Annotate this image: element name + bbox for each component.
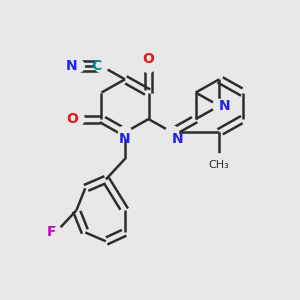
Text: CH₃: CH₃: [209, 160, 230, 170]
Text: F: F: [46, 225, 56, 239]
Text: C: C: [91, 59, 101, 73]
Text: N: N: [119, 132, 131, 146]
Circle shape: [118, 126, 131, 139]
Circle shape: [213, 154, 226, 167]
Circle shape: [71, 60, 84, 73]
Circle shape: [142, 60, 155, 73]
Circle shape: [95, 60, 108, 73]
Text: N: N: [66, 59, 78, 73]
Circle shape: [166, 126, 178, 139]
Circle shape: [71, 112, 84, 126]
Text: N: N: [219, 99, 231, 113]
Text: O: O: [66, 112, 78, 126]
Circle shape: [213, 99, 226, 112]
Circle shape: [49, 226, 62, 239]
Text: O: O: [142, 52, 154, 66]
Text: N: N: [172, 132, 184, 146]
